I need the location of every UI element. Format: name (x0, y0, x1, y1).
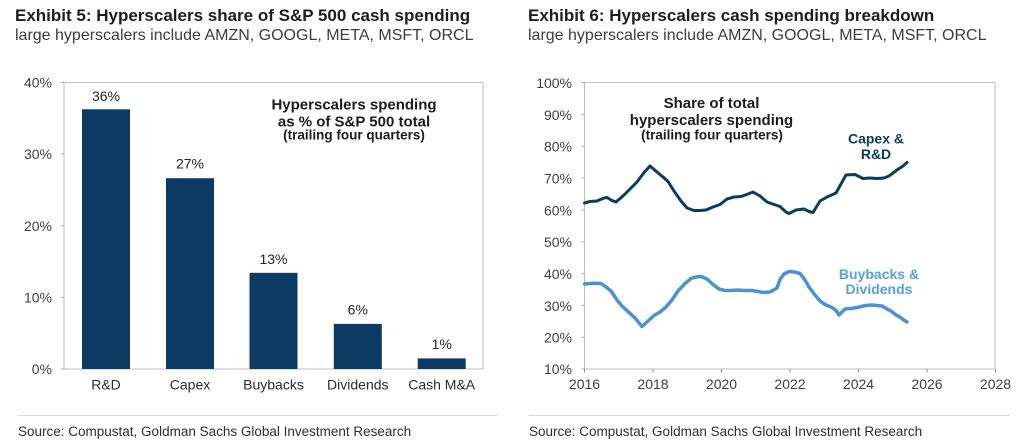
svg-text:2022: 2022 (774, 376, 805, 392)
svg-text:(trailing four quarters): (trailing four quarters) (283, 128, 425, 143)
svg-text:100%: 100% (536, 75, 572, 91)
svg-text:Dividends: Dividends (327, 377, 388, 393)
svg-text:10%: 10% (24, 290, 52, 306)
svg-text:2020: 2020 (706, 376, 737, 392)
svg-text:Cash M&A: Cash M&A (408, 377, 476, 393)
svg-text:2016: 2016 (569, 376, 600, 392)
svg-text:40%: 40% (24, 75, 52, 91)
svg-text:0%: 0% (32, 361, 52, 377)
svg-text:hyperscalers spending: hyperscalers spending (630, 112, 793, 129)
svg-text:Buybacks: Buybacks (243, 377, 304, 393)
svg-text:2024: 2024 (843, 376, 874, 392)
svg-text:30%: 30% (24, 146, 52, 162)
svg-text:36%: 36% (92, 88, 120, 104)
svg-text:60%: 60% (544, 202, 572, 218)
svg-text:27%: 27% (176, 156, 204, 172)
svg-text:50%: 50% (544, 234, 572, 250)
svg-text:as % of S&P 500 total: as % of S&P 500 total (278, 114, 430, 131)
svg-text:13%: 13% (259, 251, 287, 267)
svg-text:2028: 2028 (980, 376, 1011, 392)
svg-text:2018: 2018 (637, 376, 668, 392)
svg-text:40%: 40% (544, 266, 572, 282)
svg-text:R&D: R&D (91, 377, 121, 393)
svg-text:90%: 90% (544, 107, 572, 123)
svg-text:Hyperscalers spending: Hyperscalers spending (271, 97, 436, 114)
svg-text:70%: 70% (544, 171, 572, 187)
svg-text:10%: 10% (544, 361, 572, 377)
svg-text:(trailing four quarters): (trailing four quarters) (641, 128, 783, 143)
svg-text:Capex: Capex (170, 377, 210, 393)
svg-text:Dividends: Dividends (846, 281, 913, 297)
svg-text:30%: 30% (544, 298, 572, 314)
svg-text:2026: 2026 (911, 376, 942, 392)
svg-text:Share of total: Share of total (664, 95, 760, 112)
svg-text:20%: 20% (544, 330, 572, 346)
svg-text:1%: 1% (432, 336, 452, 352)
svg-text:R&D: R&D (861, 146, 891, 162)
svg-text:Capex &: Capex & (848, 131, 904, 147)
svg-text:20%: 20% (24, 218, 52, 234)
svg-text:Buybacks &: Buybacks & (839, 266, 919, 282)
svg-text:80%: 80% (544, 139, 572, 155)
svg-text:6%: 6% (348, 302, 368, 318)
